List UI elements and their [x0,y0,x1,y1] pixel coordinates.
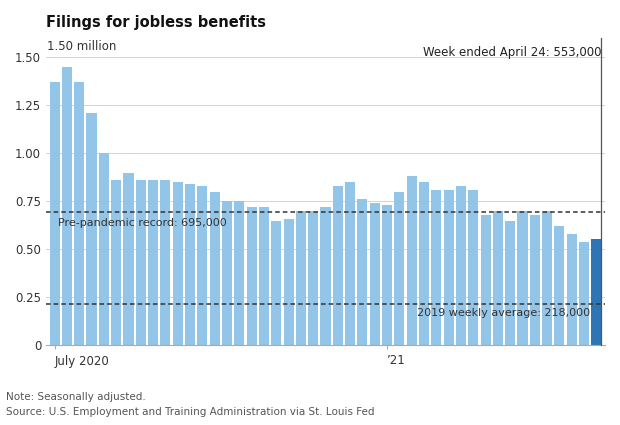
Text: Note: Seasonally adjusted.: Note: Seasonally adjusted. [6,391,146,402]
Bar [382,205,392,346]
Bar [432,190,441,346]
Text: 1.50 million: 1.50 million [46,40,116,53]
Bar [173,182,183,346]
Text: Source: U.S. Employment and Training Administration via St. Louis Fed: Source: U.S. Employment and Training Adm… [6,407,374,417]
Bar [443,190,454,346]
Bar [87,113,97,346]
Bar [357,199,368,346]
Bar [407,176,417,346]
Bar [50,82,60,346]
Bar [111,180,122,346]
Text: Pre-pandemic record: 695,000: Pre-pandemic record: 695,000 [58,218,227,228]
Bar [99,153,109,346]
Bar [259,207,269,346]
Bar [419,182,429,346]
Text: Week ended April 24: 553,000: Week ended April 24: 553,000 [423,46,601,59]
Bar [247,207,257,346]
Bar [62,67,72,346]
Bar [308,211,318,346]
Bar [468,190,478,346]
Bar [333,186,343,346]
Bar [136,180,146,346]
Bar [567,234,577,346]
Bar [529,215,540,346]
Bar [148,180,158,346]
Bar [74,82,84,346]
Bar [505,221,515,346]
Bar [345,182,355,346]
Bar [493,211,503,346]
Bar [370,203,380,346]
Bar [394,192,404,346]
Bar [591,239,601,346]
Bar [234,201,244,346]
Bar [480,215,490,346]
Bar [579,242,589,346]
Bar [210,192,219,346]
Bar [197,186,208,346]
Bar [296,211,306,346]
Bar [222,201,232,346]
Bar [283,219,294,346]
Bar [185,184,195,346]
Bar [518,211,528,346]
Bar [456,186,466,346]
Bar [161,180,171,346]
Text: 2019 weekly average: 218,000: 2019 weekly average: 218,000 [417,309,590,318]
Bar [271,221,281,346]
Bar [542,211,552,346]
Text: Filings for jobless benefits: Filings for jobless benefits [46,15,266,30]
Bar [123,173,133,346]
Bar [321,207,330,346]
Bar [554,227,564,346]
